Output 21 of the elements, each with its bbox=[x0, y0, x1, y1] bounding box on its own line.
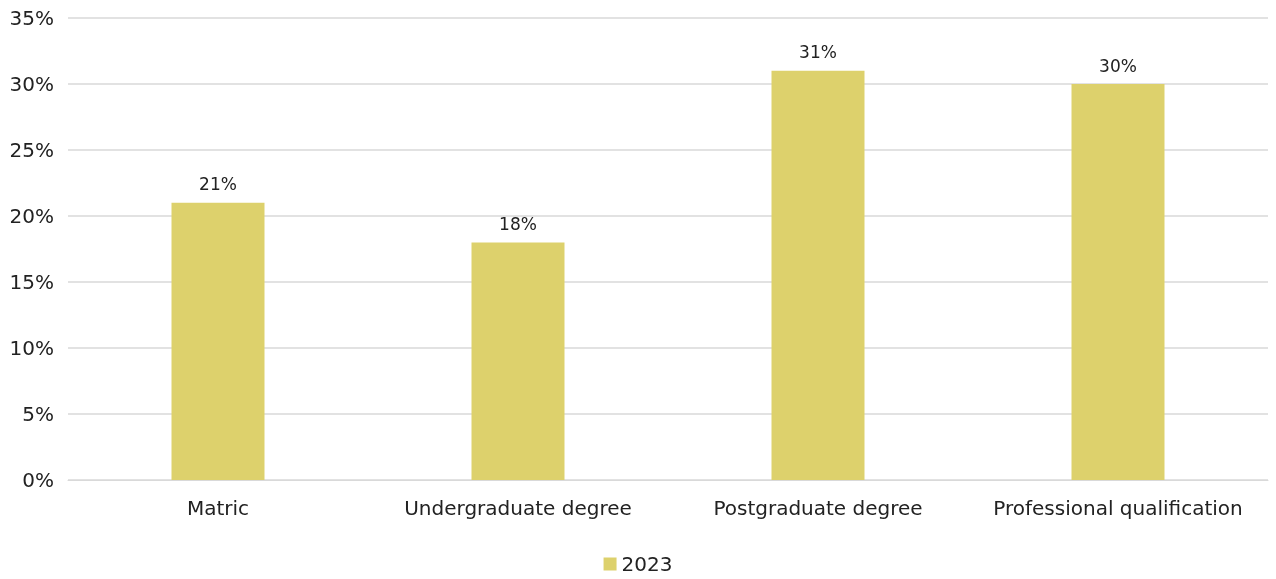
data-label: 31% bbox=[799, 42, 837, 63]
data-label: 30% bbox=[1099, 55, 1137, 76]
y-tick-label: 0% bbox=[22, 468, 54, 492]
y-tick-label: 30% bbox=[9, 72, 54, 96]
bar bbox=[171, 202, 265, 480]
y-tick-label: 25% bbox=[9, 138, 54, 162]
data-label: 21% bbox=[199, 174, 237, 195]
y-tick-label: 5% bbox=[22, 402, 54, 426]
y-tick-label: 20% bbox=[9, 204, 54, 228]
y-tick-label: 10% bbox=[9, 336, 54, 360]
y-tick-label: 35% bbox=[9, 6, 54, 30]
x-tick-label: Postgraduate degree bbox=[713, 496, 923, 520]
data-label: 18% bbox=[499, 213, 537, 234]
bar bbox=[771, 70, 865, 480]
legend-label: 2023 bbox=[621, 552, 673, 576]
y-tick-label: 15% bbox=[9, 270, 54, 294]
x-tick-label: Undergraduate degree bbox=[404, 496, 632, 520]
bar bbox=[1071, 84, 1165, 480]
bar bbox=[471, 242, 565, 480]
x-tick-label: Professional qualification bbox=[993, 496, 1243, 520]
x-tick-label: Matric bbox=[186, 496, 250, 520]
